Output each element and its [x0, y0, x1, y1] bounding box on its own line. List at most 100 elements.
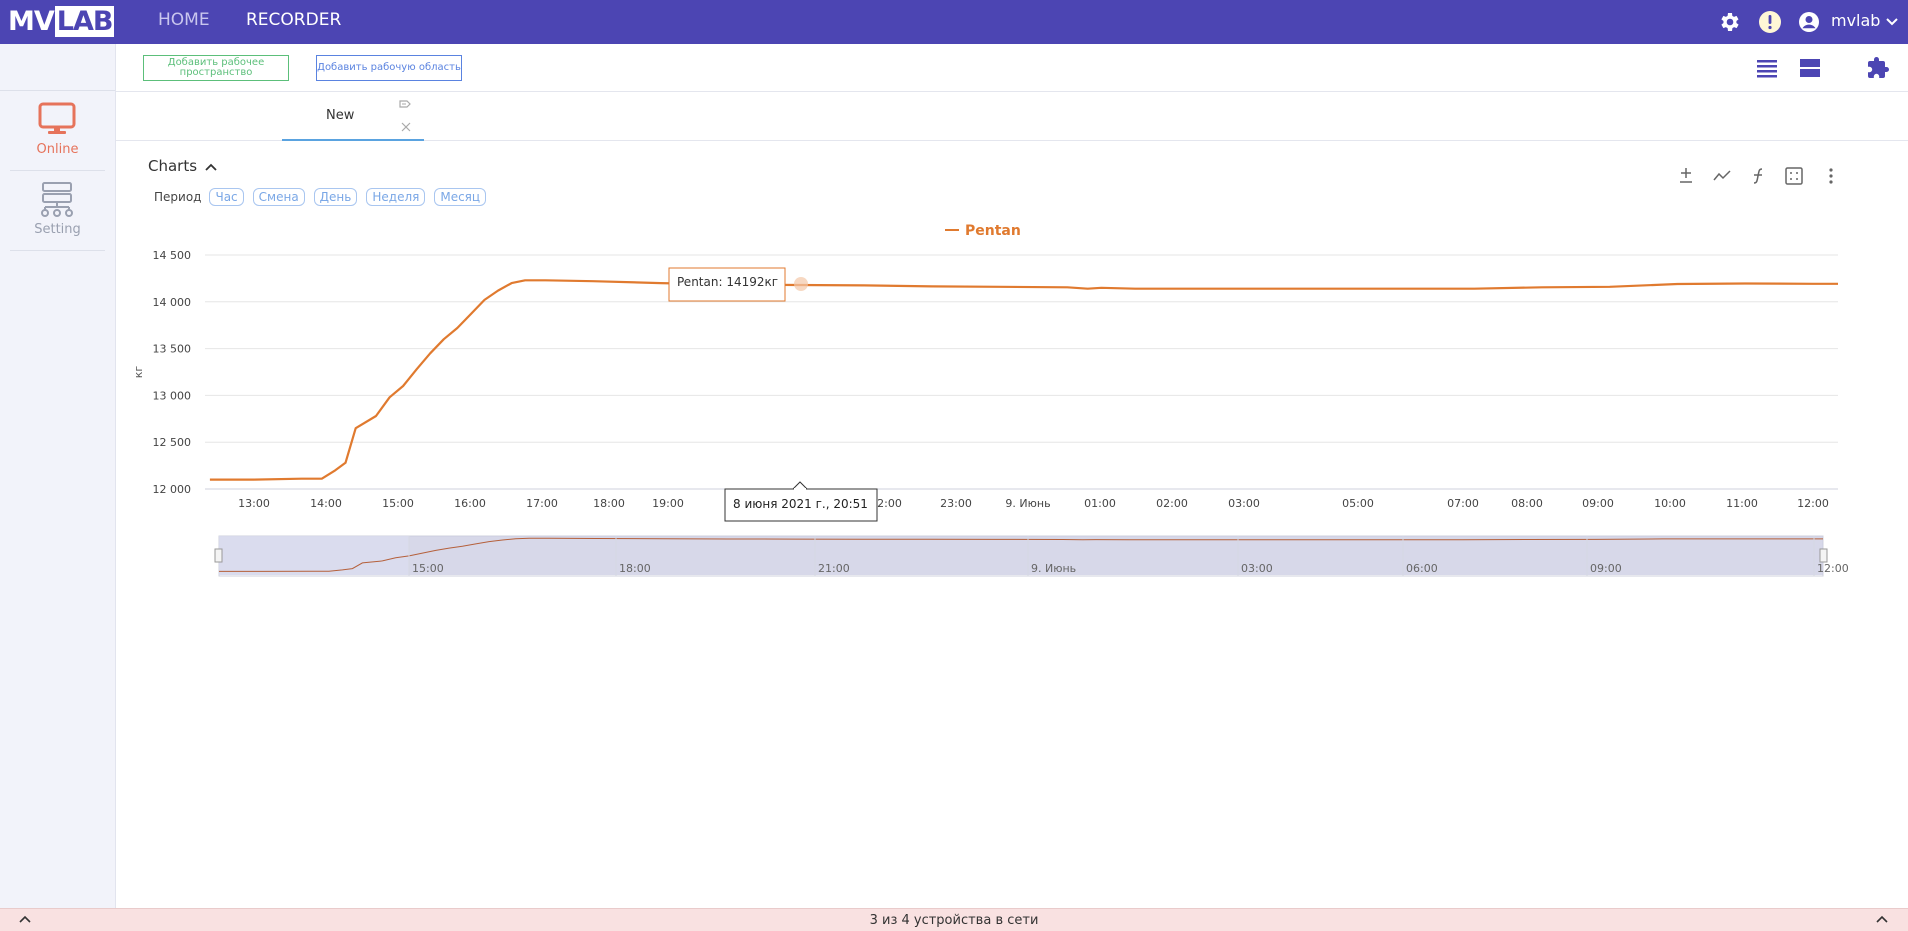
logo[interactable]: MV LAB	[8, 3, 115, 39]
logo-mv: MV	[8, 5, 55, 37]
logo-lab: LAB	[54, 5, 115, 37]
period-chip-day[interactable]: День	[313, 188, 358, 206]
add-area-button[interactable]: Добавить рабочую область	[316, 55, 462, 81]
nav-home[interactable]: HOME	[158, 10, 210, 30]
navigator-selection	[219, 536, 1823, 575]
trend-line-icon[interactable]	[1712, 166, 1732, 186]
monitor-icon	[38, 102, 76, 134]
tooltip-text: Pentan: 14192кг	[677, 275, 778, 289]
add-workspace-button[interactable]: Добавить рабочее пространство	[143, 55, 289, 81]
x-tick-label: 9. Июнь	[1005, 497, 1050, 510]
legend[interactable]: Pentan	[945, 223, 1021, 239]
navigator-tick-label: 06:00	[1406, 562, 1438, 575]
sidebar-top-spacer	[0, 44, 115, 91]
workspace-toolbar: Добавить рабочее пространство Добавить р…	[116, 44, 1908, 92]
y-tick-label: 12 500	[153, 436, 192, 449]
period-selector: Период Час Смена День Неделя Месяц	[154, 188, 495, 206]
x-tick-label: 23:00	[940, 497, 972, 510]
period-chip-shift[interactable]: Смена	[252, 188, 305, 206]
y-tick-label: 14 000	[153, 296, 192, 309]
series-tooltip: Pentan: 14192кг	[668, 267, 786, 302]
chevron-up-icon[interactable]	[1876, 914, 1888, 924]
navigator-tick-label: 03:00	[1241, 562, 1273, 575]
chevron-up-icon[interactable]	[204, 162, 218, 172]
hover-marker	[794, 277, 808, 291]
sidebar-item-setting[interactable]: Setting	[10, 172, 105, 251]
x-tick-label: 15:00	[382, 497, 414, 510]
crosshair-label: 8 июня 2021 г., 20:51	[724, 481, 878, 522]
crosshair-text: 8 июня 2021 г., 20:51	[733, 497, 868, 511]
x-tick-label: 17:00	[526, 497, 558, 510]
function-icon[interactable]	[1748, 166, 1768, 186]
x-tick-label: 09:00	[1582, 497, 1614, 510]
tabs-bar: New	[116, 92, 1908, 141]
nav-recorder[interactable]: RECORDER	[246, 10, 342, 30]
x-tick-label: 22:00	[870, 497, 902, 510]
x-tick-label: 10:00	[1654, 497, 1686, 510]
rename-icon[interactable]	[398, 98, 412, 110]
fullscreen-icon[interactable]	[1784, 166, 1804, 186]
status-text: 3 из 4 устройства в сети	[869, 913, 1039, 928]
navigator-tick-label: 12:00	[1817, 562, 1849, 575]
y-tick-label: 13 000	[153, 389, 192, 402]
x-tick-label: 12:00	[1797, 497, 1829, 510]
chart-grid	[205, 254, 1838, 490]
x-axis-ticks: 13:00 14:00 15:00 16:00 17:00 18:00 19:00 22:00…	[238, 497, 1829, 510]
navigator-series-line	[219, 537, 1823, 572]
top-navigation-bar: MV LAB HOME RECORDER mvlab	[0, 0, 1908, 44]
x-tick-label: 08:00	[1511, 497, 1543, 510]
x-tick-label: 13:00	[238, 497, 270, 510]
close-icon[interactable]	[401, 122, 411, 132]
charts-title[interactable]: Charts	[148, 157, 218, 175]
y-axis-label: кг	[132, 366, 145, 379]
x-tick-label: 18:00	[593, 497, 625, 510]
y-axis-ticks: 12 000 12 500 13 000 13 500 14 000 14 500	[153, 249, 192, 496]
x-tick-label: 03:00	[1228, 497, 1260, 510]
sidebar-item-label: Setting	[34, 222, 81, 237]
puzzle-icon[interactable]	[1866, 56, 1890, 80]
status-bar: 3 из 4 устройства в сети	[0, 908, 1908, 931]
x-tick-label: 01:00	[1084, 497, 1116, 510]
x-tick-label: 02:00	[1156, 497, 1188, 510]
y-tick-label: 14 500	[153, 249, 192, 262]
navigator-handle-right	[1819, 548, 1828, 563]
x-tick-label: 11:00	[1726, 497, 1758, 510]
period-chip-hour[interactable]: Час	[209, 188, 244, 206]
rows-view-icon[interactable]	[1799, 57, 1821, 79]
chevron-up-icon[interactable]	[19, 914, 31, 924]
navigator-tick-label: 9. Июнь	[1031, 562, 1076, 575]
list-view-icon[interactable]	[1756, 57, 1778, 79]
user-name[interactable]: mvlab	[1831, 11, 1881, 30]
sidebar-item-label: Online	[36, 142, 79, 157]
user-icon[interactable]	[1797, 10, 1821, 34]
navigator-tick-label: 09:00	[1590, 562, 1622, 575]
y-tick-label: 12 000	[153, 483, 192, 496]
navigator-ticks: 15:00 18:00 21:00 9. Июнь 03:00 06:00 09:00 12:…	[408, 536, 1849, 576]
period-chip-month[interactable]: Месяц	[434, 188, 487, 206]
period-label: Период	[154, 190, 202, 204]
navigator-tick-label: 15:00	[412, 562, 444, 575]
chevron-down-icon[interactable]	[1884, 14, 1900, 30]
plus-minus-icon[interactable]	[1676, 166, 1696, 186]
x-tick-label: 16:00	[454, 497, 486, 510]
sidebar-item-online[interactable]: Online	[10, 92, 105, 171]
more-vertical-icon[interactable]	[1821, 166, 1841, 186]
legend-label-pentan[interactable]: Pentan	[965, 223, 1021, 239]
network-icon	[41, 182, 73, 217]
alert-icon[interactable]	[1758, 10, 1782, 34]
x-tick-label: 19:00	[652, 497, 684, 510]
charts-title-text: Charts	[148, 157, 198, 175]
navigator-tick-label: 21:00	[818, 562, 850, 575]
x-tick-label: 05:00	[1342, 497, 1374, 510]
gear-icon[interactable]	[1717, 10, 1741, 34]
navigator-tick-label: 18:00	[619, 562, 651, 575]
series-line-pentan	[209, 279, 1838, 481]
period-chip-week[interactable]: Неделя	[366, 188, 426, 206]
x-tick-label: 07:00	[1447, 497, 1479, 510]
y-tick-label: 13 500	[153, 343, 192, 356]
sidebar: Online Setting	[0, 44, 116, 908]
x-tick-label: 14:00	[310, 497, 342, 510]
navigator-handle-left	[214, 548, 223, 563]
tab-label: New	[326, 108, 355, 123]
tab-new[interactable]: New	[282, 92, 424, 141]
